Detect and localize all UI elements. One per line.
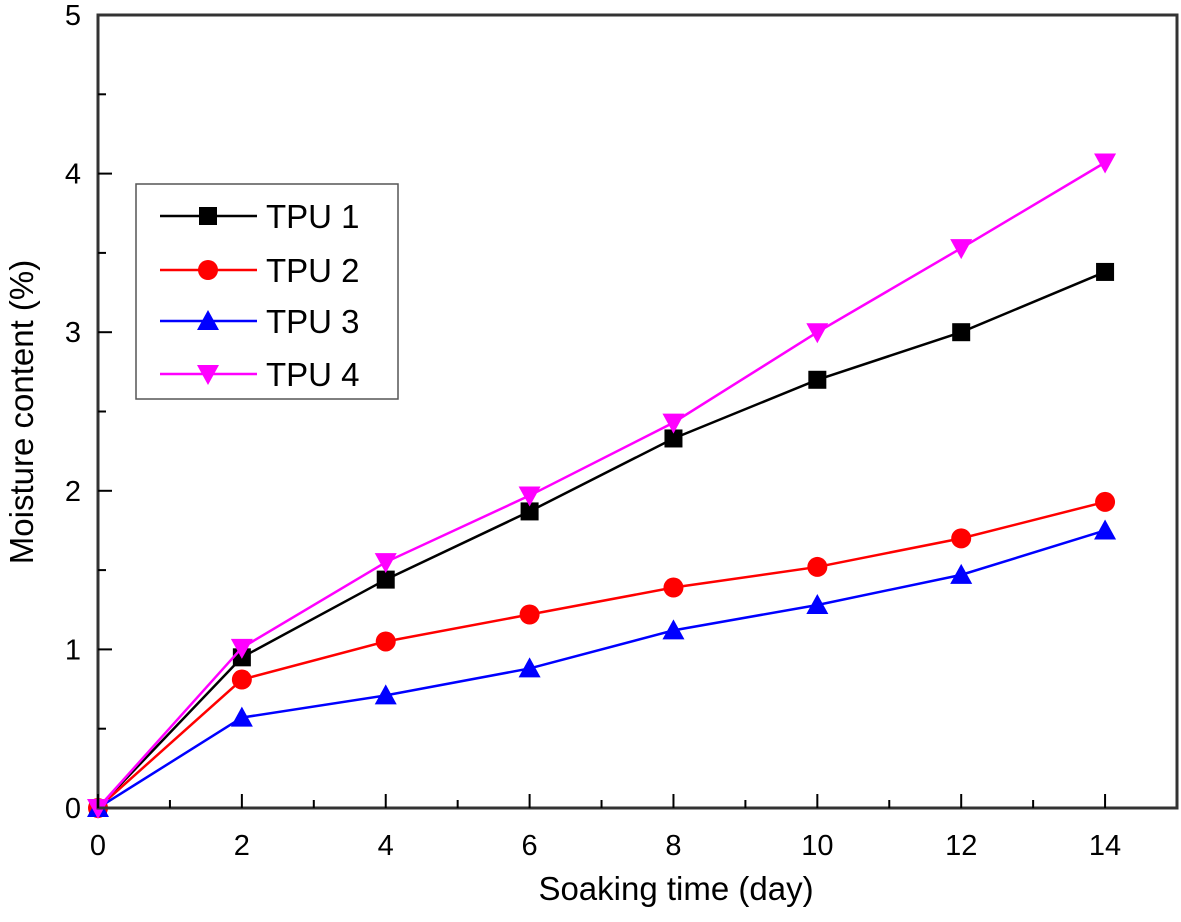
legend-item: TPU 4 — [160, 356, 360, 393]
data-point — [664, 429, 683, 448]
legend-label: TPU 1 — [266, 198, 360, 235]
x-tick-label: 2 — [234, 830, 250, 862]
data-point — [1094, 519, 1117, 540]
plot-frame — [96, 13, 1179, 810]
series-line — [97, 529, 1106, 810]
series-line — [97, 270, 1106, 809]
data-point — [1096, 262, 1115, 281]
x-tick-label: 4 — [378, 830, 394, 862]
legend-marker — [199, 207, 217, 225]
series-line — [97, 500, 1106, 809]
series-tpu-3 — [87, 519, 1117, 817]
legend: TPU 1 TPU 2 TPU 3 TPU 4 — [135, 183, 399, 400]
x-tick-label: 6 — [522, 830, 538, 862]
y-axis-title: Moisture content (%) — [3, 260, 40, 564]
data-point — [230, 706, 253, 727]
legend-marker — [197, 365, 219, 385]
data-point — [520, 502, 539, 521]
legend-marker — [197, 310, 219, 330]
data-point — [230, 638, 253, 659]
data-point — [951, 528, 972, 549]
x-tick-label: 10 — [801, 830, 833, 862]
legend-marker — [198, 260, 218, 280]
data-point — [518, 486, 541, 507]
x-tick-label: 0 — [90, 830, 106, 862]
data-point — [519, 604, 540, 625]
y-tick-label: 1 — [65, 634, 81, 666]
data-point — [662, 413, 685, 434]
data-point — [1094, 153, 1117, 174]
x-tick-label: 14 — [1089, 830, 1121, 862]
series-line — [97, 161, 1106, 809]
data-point — [375, 631, 396, 652]
y-tick-label: 3 — [65, 317, 81, 349]
y-tick-label: 5 — [65, 0, 81, 32]
legend-box — [135, 183, 399, 400]
data-point — [806, 323, 829, 344]
series-tpu-1 — [89, 262, 1115, 817]
data-point — [952, 323, 971, 342]
data-point — [950, 239, 973, 260]
data-point — [1095, 491, 1116, 512]
x-axis-title: Soaking time (day) — [538, 870, 813, 907]
legend-item: TPU 3 — [160, 303, 360, 340]
data-point — [376, 570, 395, 589]
x-tick-label: 12 — [945, 830, 977, 862]
data-point — [374, 684, 397, 705]
data-point — [806, 593, 829, 614]
data-point — [374, 553, 397, 574]
axes-layer — [96, 13, 1179, 810]
data-point — [808, 370, 827, 389]
y-tick-label: 4 — [65, 159, 81, 191]
data-point — [950, 563, 973, 584]
data-point — [518, 657, 541, 678]
data-point — [807, 556, 828, 577]
legend-label: TPU 2 — [266, 252, 360, 289]
data-point — [231, 669, 252, 690]
data-point — [662, 619, 685, 640]
x-tick-label: 8 — [665, 830, 681, 862]
legend-label: TPU 3 — [266, 303, 360, 340]
legend-label: TPU 4 — [266, 356, 360, 393]
legend-item: TPU 1 — [160, 198, 360, 235]
y-tick-label: 2 — [65, 476, 81, 508]
data-point — [663, 577, 684, 598]
legend-item: TPU 2 — [160, 252, 360, 289]
y-tick-label: 0 — [65, 793, 81, 825]
